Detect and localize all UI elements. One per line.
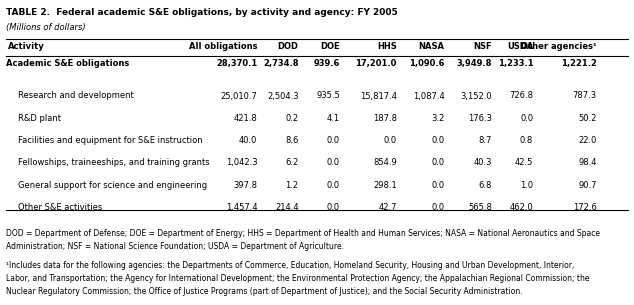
Text: 1,087.4: 1,087.4 <box>413 92 444 101</box>
Text: 397.8: 397.8 <box>233 181 257 190</box>
Text: 6.8: 6.8 <box>479 181 492 190</box>
Text: 2,734.8: 2,734.8 <box>263 59 299 69</box>
Text: 214.4: 214.4 <box>275 203 299 212</box>
Text: 187.8: 187.8 <box>373 114 397 123</box>
Text: 8.7: 8.7 <box>479 136 492 145</box>
Text: Labor, and Transportation; the Agency for International Development; the Environ: Labor, and Transportation; the Agency fo… <box>6 274 590 283</box>
Text: 854.9: 854.9 <box>373 158 397 167</box>
Text: 0.0: 0.0 <box>327 181 340 190</box>
Text: General support for science and engineering: General support for science and engineer… <box>18 181 207 190</box>
Text: 0.0: 0.0 <box>384 136 397 145</box>
Text: Research and development: Research and development <box>18 92 134 101</box>
Text: (Millions of dollars): (Millions of dollars) <box>6 23 86 33</box>
Text: 1.0: 1.0 <box>520 181 533 190</box>
Text: 1,233.1: 1,233.1 <box>498 59 533 69</box>
Text: 42.5: 42.5 <box>515 158 533 167</box>
Text: ¹Includes data for the following agencies: the Departments of Commerce, Educatio: ¹Includes data for the following agencie… <box>6 261 574 270</box>
Text: 4.1: 4.1 <box>327 114 340 123</box>
Text: 0.0: 0.0 <box>327 203 340 212</box>
Text: 726.8: 726.8 <box>509 92 533 101</box>
Text: 8.6: 8.6 <box>285 136 299 145</box>
Text: 90.7: 90.7 <box>578 181 597 190</box>
Text: 15,817.4: 15,817.4 <box>360 92 397 101</box>
Text: 0.2: 0.2 <box>285 114 299 123</box>
Text: 1,090.6: 1,090.6 <box>409 59 444 69</box>
Text: 0.0: 0.0 <box>431 158 444 167</box>
Text: 0.0: 0.0 <box>327 136 340 145</box>
Text: 22.0: 22.0 <box>578 136 597 145</box>
Text: 462.0: 462.0 <box>510 203 533 212</box>
Text: R&D plant: R&D plant <box>18 114 61 123</box>
Text: 1,042.3: 1,042.3 <box>226 158 257 167</box>
Text: 6.2: 6.2 <box>285 158 299 167</box>
Text: 0.0: 0.0 <box>520 114 533 123</box>
Text: DOD: DOD <box>278 42 299 52</box>
Text: 787.3: 787.3 <box>573 92 597 101</box>
Text: 3,949.8: 3,949.8 <box>456 59 492 69</box>
Text: NSF: NSF <box>474 42 492 52</box>
Text: 298.1: 298.1 <box>373 181 397 190</box>
Text: 0.0: 0.0 <box>431 136 444 145</box>
Text: 935.5: 935.5 <box>316 92 340 101</box>
Text: 98.4: 98.4 <box>578 158 597 167</box>
Text: Other S&E activities: Other S&E activities <box>18 203 102 212</box>
Text: Activity: Activity <box>8 42 44 52</box>
Text: 0.0: 0.0 <box>431 181 444 190</box>
Text: Administration; NSF = National Science Foundation; USDA = Department of Agricult: Administration; NSF = National Science F… <box>6 242 344 251</box>
Text: 0.8: 0.8 <box>520 136 533 145</box>
Text: Nuclear Regulatory Commission; the Office of Justice Programs (part of Departmen: Nuclear Regulatory Commission; the Offic… <box>6 287 523 296</box>
Text: All obligations: All obligations <box>189 42 257 52</box>
Text: 3,152.0: 3,152.0 <box>460 92 492 101</box>
Text: 40.0: 40.0 <box>239 136 257 145</box>
Text: 1.2: 1.2 <box>285 181 299 190</box>
Text: 1,221.2: 1,221.2 <box>560 59 597 69</box>
Text: Other agencies¹: Other agencies¹ <box>521 42 597 52</box>
Text: Academic S&E obligations: Academic S&E obligations <box>6 59 129 69</box>
Text: 2,504.3: 2,504.3 <box>267 92 299 101</box>
Text: 40.3: 40.3 <box>474 158 492 167</box>
Text: 42.7: 42.7 <box>378 203 397 212</box>
Text: 25,010.7: 25,010.7 <box>221 92 257 101</box>
Text: Fellowships, traineeships, and training grants: Fellowships, traineeships, and training … <box>18 158 209 167</box>
Text: HHS: HHS <box>377 42 397 52</box>
Text: 1,457.4: 1,457.4 <box>226 203 257 212</box>
Text: 939.6: 939.6 <box>313 59 340 69</box>
Text: 3.2: 3.2 <box>431 114 444 123</box>
Text: 172.6: 172.6 <box>573 203 597 212</box>
Text: TABLE 2.  Federal academic S&E obligations, by activity and agency: FY 2005: TABLE 2. Federal academic S&E obligation… <box>6 8 398 17</box>
Text: 0.0: 0.0 <box>327 158 340 167</box>
Text: DOD = Department of Defense; DOE = Department of Energy; HHS = Department of Hea: DOD = Department of Defense; DOE = Depar… <box>6 229 600 238</box>
Text: 50.2: 50.2 <box>578 114 597 123</box>
Text: 421.8: 421.8 <box>234 114 257 123</box>
Text: Facilities and equipment for S&E instruction: Facilities and equipment for S&E instruc… <box>18 136 202 145</box>
Text: 565.8: 565.8 <box>468 203 492 212</box>
Text: 17,201.0: 17,201.0 <box>356 59 397 69</box>
Text: USDA: USDA <box>507 42 533 52</box>
Text: DOE: DOE <box>320 42 340 52</box>
Text: NASA: NASA <box>418 42 444 52</box>
Text: 176.3: 176.3 <box>468 114 492 123</box>
Text: 28,370.1: 28,370.1 <box>216 59 257 69</box>
Text: 0.0: 0.0 <box>431 203 444 212</box>
